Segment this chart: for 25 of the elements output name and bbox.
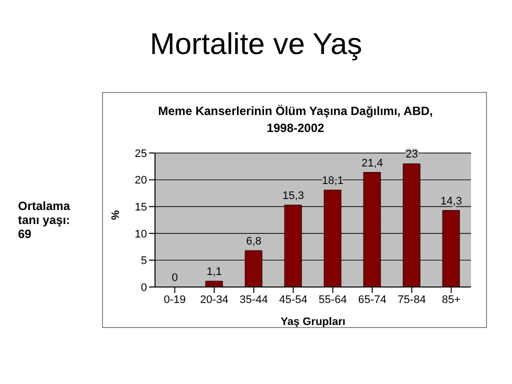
data-label: 6,8 (246, 236, 262, 248)
x-tick-label: 55-64 (318, 294, 347, 306)
y-tick-label: 5 (140, 255, 147, 268)
x-axis-title: Yaş Grupları (280, 316, 346, 328)
y-tick-label: 0 (140, 282, 147, 294)
y-tick-label: 10 (134, 228, 147, 240)
text: Ortalama tanı yaşı: 69 (18, 199, 72, 241)
x-tick-label: 45-54 (279, 294, 308, 306)
y-tick-label: 25 (134, 148, 147, 160)
data-label: 14,3 (440, 195, 462, 208)
x-tick-label: 35-44 (240, 294, 268, 306)
x-tick-label: 75-84 (398, 294, 426, 306)
data-label: 15,3 (282, 190, 304, 202)
data-label: 1,1 (206, 266, 222, 278)
data-label: 0 (172, 272, 178, 284)
y-tick-label: 20 (134, 174, 147, 187)
x-tick-label: 0-19 (164, 294, 186, 306)
y-axis-title: % (110, 210, 122, 220)
y-tick-label: 15 (134, 202, 147, 214)
chart-title: Mortalite ve Yaş (148, 28, 364, 62)
x-tick-label: 65-74 (358, 294, 386, 306)
chart-subtitle: Meme Kanserlerinin Ölüm Yaşına Dağılımı, ABD, 1998-2002 (157, 103, 434, 137)
x-tick-label: 85+ (442, 294, 461, 306)
x-tick-label: 20-34 (200, 294, 228, 306)
data-label: 21,4 (362, 157, 383, 170)
